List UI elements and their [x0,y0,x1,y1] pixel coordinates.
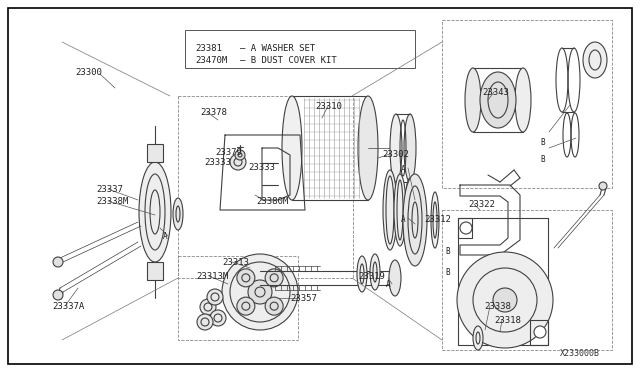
Text: 23322: 23322 [468,200,495,209]
Circle shape [248,280,272,304]
Circle shape [265,297,283,315]
Text: 23318: 23318 [494,316,521,325]
Text: — A WASHER SET: — A WASHER SET [240,44,316,53]
Ellipse shape [480,72,516,128]
Ellipse shape [358,96,378,200]
Circle shape [200,299,216,315]
Text: B: B [445,268,451,277]
Circle shape [230,154,246,170]
Circle shape [53,290,63,300]
Bar [147,262,163,280]
Ellipse shape [431,192,439,248]
Ellipse shape [389,260,401,296]
Bar [178,256,298,340]
Text: 23333: 23333 [204,158,231,167]
Ellipse shape [139,162,171,262]
Ellipse shape [394,174,406,246]
Text: B: B [445,247,451,256]
Ellipse shape [357,256,367,292]
Text: 23313M: 23313M [196,272,228,281]
Circle shape [237,297,255,315]
Circle shape [235,150,245,160]
Text: 23333: 23333 [248,163,275,172]
Circle shape [222,254,298,330]
Bar [147,144,163,162]
Text: 23380M: 23380M [256,197,288,206]
Text: 23319: 23319 [358,272,385,281]
Circle shape [53,257,63,267]
Ellipse shape [370,254,380,290]
Text: 23337: 23337 [96,185,123,194]
Bar [442,210,612,350]
Text: A: A [163,232,167,241]
Ellipse shape [173,198,183,230]
Text: A: A [401,165,405,174]
Text: 23357: 23357 [290,294,317,303]
Text: A: A [401,215,405,224]
Circle shape [197,314,213,330]
Text: — B DUST COVER KIT: — B DUST COVER KIT [240,56,337,65]
Circle shape [493,288,517,312]
Text: 23310: 23310 [315,102,342,111]
Circle shape [534,326,546,338]
Ellipse shape [405,178,415,242]
Text: 23378: 23378 [200,108,227,117]
Text: 23381: 23381 [195,44,222,53]
Ellipse shape [473,326,483,350]
Ellipse shape [383,170,397,250]
Ellipse shape [282,96,302,200]
Text: 23313: 23313 [222,258,249,267]
Text: X233000B: X233000B [560,349,600,358]
Circle shape [265,269,283,287]
Circle shape [457,252,553,348]
Text: 23470M: 23470M [195,56,227,65]
Bar [185,30,415,68]
Text: 23312: 23312 [424,215,451,224]
Text: 23338M: 23338M [96,197,128,206]
Text: B: B [541,138,545,147]
Text: A: A [386,280,390,289]
Ellipse shape [515,68,531,132]
Text: 23343: 23343 [482,88,509,97]
Text: 23338: 23338 [484,302,511,311]
Bar [178,96,353,278]
Circle shape [207,289,223,305]
Ellipse shape [583,42,607,78]
Bar [442,20,612,188]
Text: 23337A: 23337A [52,302,84,311]
Circle shape [460,222,472,234]
Text: 23300: 23300 [75,68,102,77]
Ellipse shape [403,174,427,266]
Circle shape [210,310,226,326]
Circle shape [599,182,607,190]
Ellipse shape [465,68,481,132]
Circle shape [237,269,255,287]
Ellipse shape [404,114,416,182]
Text: 23379: 23379 [215,148,242,157]
Text: B: B [541,155,545,164]
Ellipse shape [390,114,402,182]
Text: 23302: 23302 [382,150,409,159]
